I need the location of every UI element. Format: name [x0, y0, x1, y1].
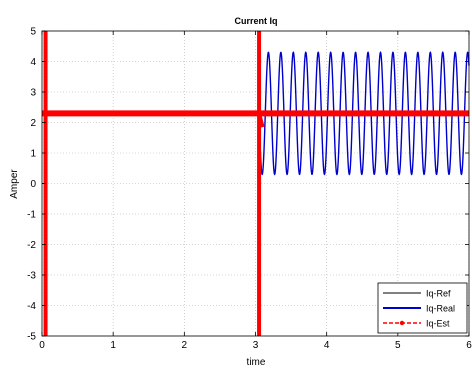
series-iq-est-transient	[257, 112, 265, 128]
x-tick-label: 5	[395, 340, 401, 351]
series-iq-real-oscillation	[258, 51, 470, 176]
x-tick-label: 6	[466, 340, 472, 351]
y-tick-label: -5	[27, 332, 36, 343]
x-axis-label: time	[247, 357, 266, 368]
legend-label: Iq-Est	[426, 319, 450, 329]
x-tick-label: 0	[39, 340, 45, 351]
y-tick-label: 1	[30, 149, 36, 160]
axes-layer: 0 1 2 3 4 5 6 -5 -4 -3 -2 -1 0 1 2 3 4 5	[27, 27, 472, 352]
y-axis-label: Amper	[9, 169, 20, 199]
y-tick-label: 2	[30, 118, 36, 129]
y-tick-label: -1	[27, 210, 36, 221]
y-tick-label: -4	[27, 301, 36, 312]
legend-label: Iq-Real	[426, 304, 455, 314]
y-tick-label: 4	[30, 57, 36, 68]
y-tick-label: -3	[27, 271, 36, 282]
x-tick-label: 4	[324, 340, 330, 351]
legend-label: Iq-Ref	[426, 289, 451, 299]
x-tick-label: 2	[182, 340, 188, 351]
x-tick-label: 1	[110, 340, 116, 351]
y-tick-label: 3	[30, 88, 36, 99]
legend-marker	[399, 320, 405, 326]
chart-title: Current Iq	[234, 16, 277, 26]
y-tick-label: 0	[30, 179, 36, 190]
x-tick-label: 3	[253, 340, 259, 351]
legend-layer: Iq-Ref Iq-Real Iq-Est	[377, 282, 468, 334]
y-tick-label: 5	[30, 27, 36, 38]
y-tick-label: -2	[27, 240, 36, 251]
